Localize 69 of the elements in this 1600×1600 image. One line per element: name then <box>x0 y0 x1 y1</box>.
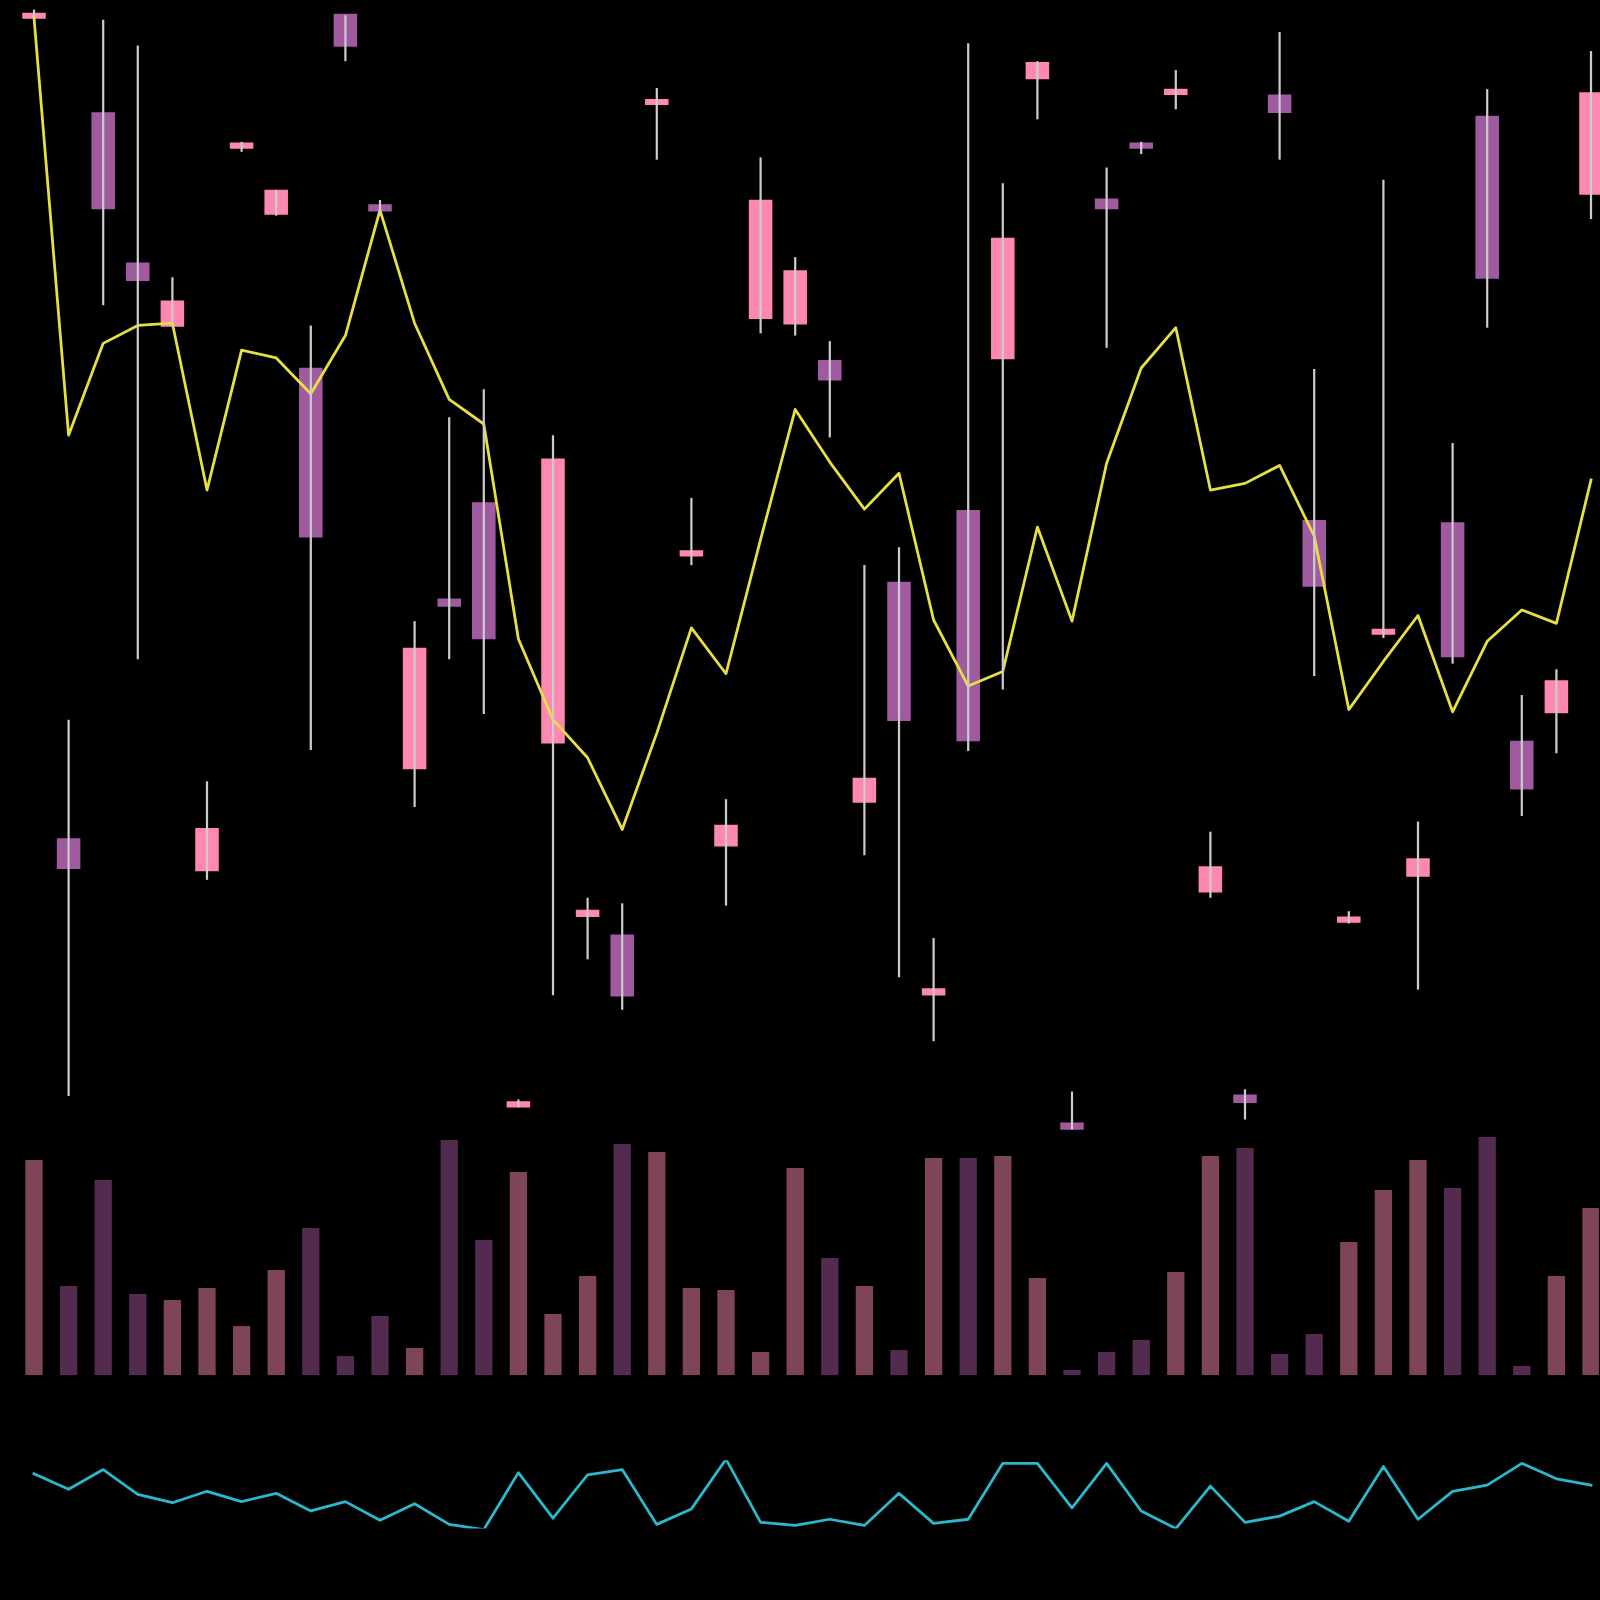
bar <box>924 1158 943 1376</box>
bar <box>267 1269 285 1376</box>
bar <box>613 1143 631 1376</box>
bar <box>682 1287 701 1376</box>
candlestick <box>368 198 392 217</box>
candlestick <box>887 546 911 979</box>
bar <box>1547 1275 1566 1376</box>
bar <box>994 1155 1012 1376</box>
candlestick <box>610 902 634 1011</box>
bar <box>717 1290 735 1376</box>
candlestick <box>541 434 565 997</box>
bar <box>1270 1353 1289 1376</box>
bar <box>25 1160 43 1376</box>
candlestick <box>1060 1090 1084 1131</box>
bar <box>1340 1242 1358 1376</box>
bar <box>1132 1340 1150 1376</box>
bar <box>509 1172 528 1376</box>
candlestick <box>126 44 150 661</box>
bar <box>1478 1136 1496 1376</box>
bar <box>198 1287 216 1376</box>
candlestick <box>956 42 980 753</box>
bar <box>1305 1334 1323 1376</box>
bar <box>336 1356 355 1376</box>
bar <box>163 1299 182 1376</box>
bar <box>1201 1155 1220 1376</box>
bar <box>59 1286 78 1376</box>
bar <box>1167 1272 1185 1376</box>
candlestick <box>714 798 738 907</box>
bar <box>405 1347 424 1376</box>
candlestick <box>91 18 115 307</box>
candlestick <box>472 388 496 716</box>
candlestick <box>264 188 288 217</box>
candlestick <box>437 416 461 661</box>
bar <box>890 1350 908 1376</box>
candlestick <box>1579 49 1600 221</box>
bar <box>302 1227 320 1376</box>
bar <box>1028 1278 1047 1376</box>
candlestick <box>1164 68 1188 111</box>
candlestick <box>783 256 807 337</box>
bar <box>232 1326 251 1376</box>
candlestick <box>1510 693 1534 818</box>
candlestick <box>1475 88 1499 329</box>
candlestick <box>1337 910 1361 925</box>
candlestick <box>645 86 669 161</box>
candlestick <box>195 780 219 881</box>
bar <box>821 1257 839 1376</box>
bar <box>1582 1208 1600 1376</box>
bar <box>371 1316 389 1376</box>
bar <box>440 1140 458 1376</box>
bar <box>544 1314 562 1376</box>
bar <box>1097 1352 1116 1376</box>
bar <box>475 1239 493 1376</box>
candlestick <box>299 324 323 752</box>
bar <box>855 1286 874 1376</box>
bar <box>1374 1190 1393 1376</box>
bar <box>648 1152 666 1376</box>
bar <box>578 1275 597 1376</box>
candlestick <box>818 340 842 439</box>
candlestick <box>1233 1088 1257 1121</box>
bar <box>1409 1160 1427 1376</box>
candlestick <box>991 182 1015 691</box>
bar <box>1443 1188 1462 1376</box>
bar <box>94 1179 112 1376</box>
candlestick <box>1406 820 1430 991</box>
bar <box>1236 1148 1254 1376</box>
bar <box>129 1293 147 1376</box>
bar <box>786 1167 804 1376</box>
bar <box>751 1352 770 1376</box>
bar <box>959 1158 977 1376</box>
